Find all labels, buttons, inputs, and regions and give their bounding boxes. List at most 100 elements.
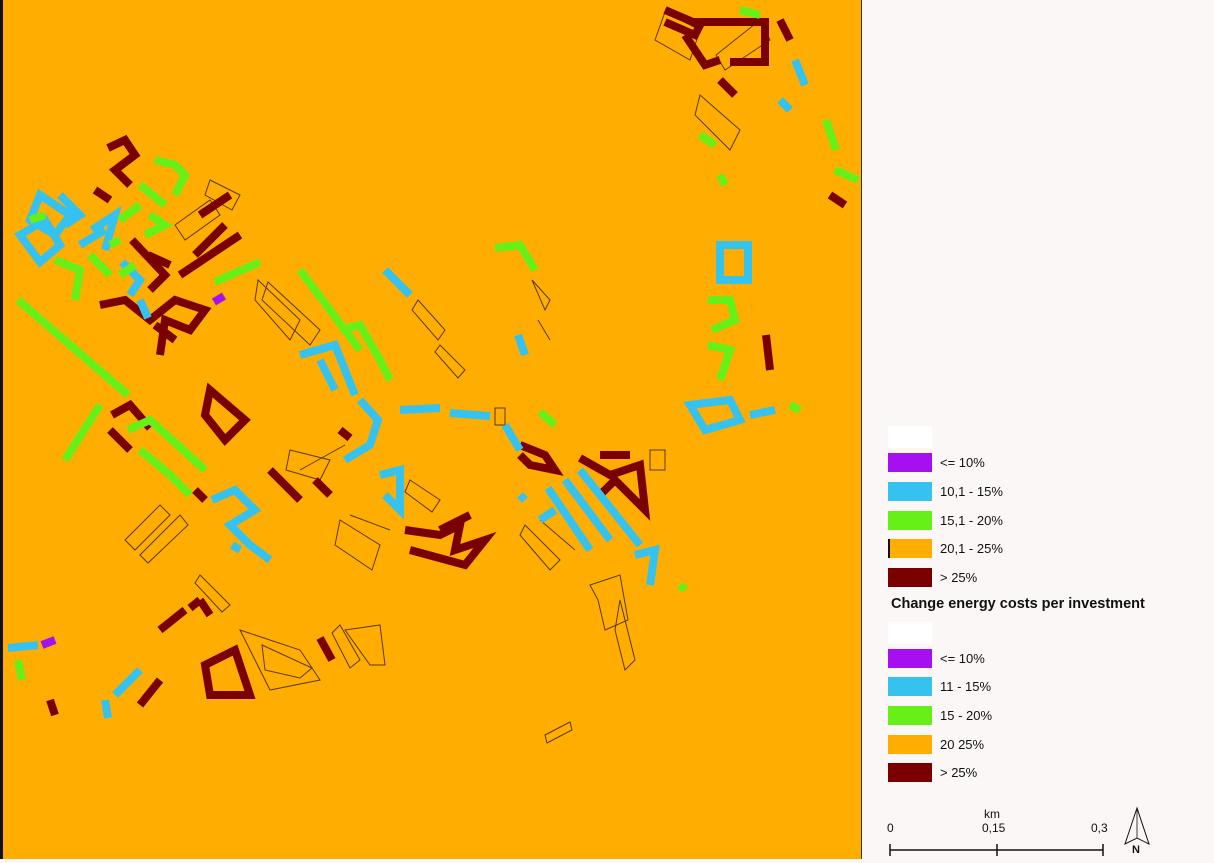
- building-10-15: [136, 298, 152, 320]
- building-over-25: [136, 677, 164, 708]
- building-10-15: [77, 226, 108, 249]
- building-over-25: [337, 426, 353, 442]
- building-footprints: [7, 6, 860, 744]
- building-10-15: [316, 358, 339, 392]
- building-outline: [174, 199, 221, 241]
- building-15-20: [143, 211, 173, 239]
- building-outline: [334, 519, 381, 571]
- building-15-20: [339, 320, 394, 382]
- building-15-20: [117, 201, 143, 224]
- building-outline: [299, 444, 346, 471]
- building-over-25: [200, 382, 251, 446]
- building-over-25: [129, 237, 171, 293]
- north-label: N: [1132, 844, 1140, 856]
- building-outline: [539, 519, 576, 551]
- legend-swatch: [888, 705, 932, 725]
- legend-label: 10,1 - 15%: [940, 483, 1003, 499]
- building-outline: [694, 94, 741, 151]
- building-10-15: [229, 541, 243, 554]
- building-over-25: [152, 321, 178, 344]
- building-10-15: [791, 58, 809, 87]
- building-10-15: [517, 492, 528, 503]
- building-under-10: [40, 636, 57, 649]
- legend-label: > 25%: [940, 569, 978, 585]
- legend-item: 10,1 - 15%: [888, 481, 1003, 501]
- building-10-15: [399, 404, 441, 414]
- building-15-20: [494, 240, 539, 273]
- map-canvas[interactable]: [0, 0, 870, 859]
- building-10-15: [777, 97, 793, 113]
- building-15-20: [117, 261, 138, 279]
- legend-item: <= 10%: [888, 452, 985, 472]
- building-over-25: [717, 77, 738, 98]
- building-10-15: [89, 205, 122, 252]
- legend-swatch: [888, 734, 932, 754]
- building-10-15: [57, 192, 87, 229]
- building-10-15: [342, 397, 383, 464]
- legend-label: <= 10%: [940, 454, 985, 470]
- building-10-15: [101, 699, 112, 719]
- building-over-25: [663, 6, 706, 41]
- building-15-20: [61, 402, 104, 463]
- building-over-25: [177, 231, 243, 279]
- building-10-15: [112, 667, 143, 698]
- building-10-15: [544, 485, 594, 553]
- building-over-25: [157, 606, 188, 634]
- legend-title: Change energy costs per investment: [891, 596, 1145, 612]
- building-15-20: [697, 131, 718, 149]
- building-outline: [537, 319, 551, 341]
- building-outline: [331, 624, 361, 669]
- building-15-20: [822, 118, 840, 152]
- legend-swatch: [888, 510, 932, 530]
- building-outline: [194, 574, 231, 613]
- building-outline: [139, 514, 189, 564]
- building-over-25: [404, 517, 497, 570]
- building-over-25: [106, 134, 141, 188]
- building-over-25: [827, 191, 848, 209]
- legend-swatch: [888, 538, 932, 558]
- building-over-25: [46, 698, 59, 717]
- building-10-15: [634, 544, 660, 586]
- building-outline: [715, 19, 771, 71]
- scale-tick-label: 0,15: [982, 821, 1006, 835]
- building-over-25: [312, 477, 333, 498]
- building-outline: [434, 344, 466, 379]
- building-10-15: [561, 477, 614, 543]
- building-over-25: [438, 511, 472, 534]
- north-arrow-icon: N: [1122, 806, 1152, 858]
- scale-bar: km 0 0,15 0,3: [884, 806, 1124, 859]
- building-over-25: [692, 18, 769, 66]
- building-over-25: [146, 251, 172, 269]
- building-over-25: [578, 454, 651, 521]
- building-15-20: [137, 446, 193, 498]
- legend-swatch: [888, 648, 932, 668]
- legend-label: 20,1 - 25%: [940, 540, 1003, 556]
- building-over-25: [192, 222, 228, 258]
- building-outline: [589, 574, 629, 631]
- legend-item: 15 - 20%: [888, 705, 992, 725]
- building-over-25: [197, 191, 233, 219]
- legend-item: 20 25%: [888, 734, 984, 754]
- legend-label: 15 - 20%: [940, 707, 993, 723]
- building-15-20: [677, 582, 688, 593]
- building-15-20: [53, 256, 85, 301]
- legend-swatch: [888, 762, 932, 782]
- scale-line: [889, 844, 1104, 856]
- building-15-20: [108, 236, 122, 249]
- building-10-15: [7, 641, 39, 652]
- building-over-25: [776, 18, 794, 42]
- building-10-15: [501, 422, 524, 453]
- building-outline: [124, 504, 171, 551]
- building-15-20: [87, 252, 113, 278]
- building-over-25: [92, 186, 113, 204]
- building-under-10: [211, 292, 227, 306]
- legend-item: 15,1 - 20%: [888, 510, 1003, 530]
- legend-header-swatch: [888, 426, 932, 448]
- legend-label: > 25%: [940, 764, 978, 780]
- legend-swatch: [888, 481, 932, 501]
- building-10-15: [298, 340, 359, 397]
- legend-item: <= 10%: [888, 648, 985, 668]
- building-over-25: [681, 32, 722, 70]
- building-outline: [614, 599, 636, 671]
- legend-label: <= 10%: [940, 650, 985, 666]
